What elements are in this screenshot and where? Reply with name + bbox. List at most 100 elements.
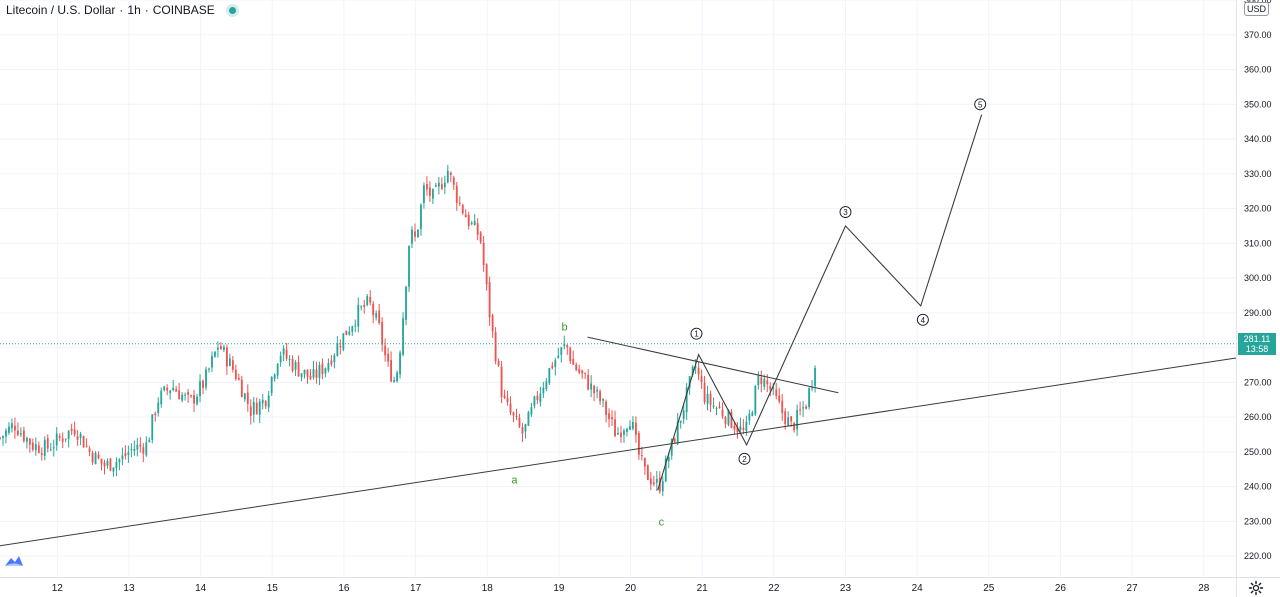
candle-body[interactable] bbox=[605, 401, 607, 415]
candle-body[interactable] bbox=[312, 369, 315, 378]
candle-body[interactable] bbox=[0, 437, 1, 439]
candle-body[interactable] bbox=[79, 433, 82, 438]
candle-body[interactable] bbox=[667, 457, 670, 462]
candle-body[interactable] bbox=[154, 413, 157, 416]
candle-body[interactable] bbox=[217, 347, 219, 350]
candle-body[interactable] bbox=[175, 389, 178, 392]
candle-body[interactable] bbox=[354, 325, 357, 327]
candle-body[interactable] bbox=[184, 394, 187, 396]
candle-body[interactable] bbox=[458, 202, 461, 204]
candle-body[interactable] bbox=[533, 396, 536, 406]
candle-body[interactable] bbox=[187, 392, 190, 395]
tradingview-logo-icon[interactable] bbox=[4, 553, 24, 567]
candle-body[interactable] bbox=[411, 229, 413, 244]
candle-body[interactable] bbox=[599, 391, 602, 402]
candle-body[interactable] bbox=[252, 401, 255, 415]
candle-body[interactable] bbox=[58, 436, 61, 438]
candle-body[interactable] bbox=[560, 347, 563, 355]
candle-body[interactable] bbox=[811, 387, 813, 389]
candle-body[interactable] bbox=[73, 429, 76, 435]
candle-body[interactable] bbox=[127, 452, 130, 456]
candle-body[interactable] bbox=[300, 373, 303, 378]
candle-body[interactable] bbox=[276, 363, 279, 376]
drawing-tools[interactable]: a b c 1 2 3 4 5 bbox=[0, 98, 1237, 547]
candle-body[interactable] bbox=[452, 177, 455, 185]
candle-body[interactable] bbox=[393, 379, 396, 382]
candle-body[interactable] bbox=[399, 352, 401, 375]
candle-body[interactable] bbox=[178, 390, 181, 400]
candle-body[interactable] bbox=[237, 377, 240, 380]
candle-body[interactable] bbox=[318, 364, 321, 379]
candle-body[interactable] bbox=[360, 306, 363, 308]
candle-body[interactable] bbox=[539, 393, 542, 403]
candle-body[interactable] bbox=[509, 403, 512, 413]
candle-body[interactable] bbox=[730, 411, 733, 428]
candle-body[interactable] bbox=[366, 296, 369, 305]
candle-body[interactable] bbox=[566, 345, 569, 348]
candle-body[interactable] bbox=[455, 185, 458, 203]
candle-body[interactable] bbox=[279, 355, 282, 363]
candle-body[interactable] bbox=[196, 396, 198, 405]
candle-body[interactable] bbox=[19, 433, 22, 435]
candle-body[interactable] bbox=[518, 417, 521, 427]
candle-body[interactable] bbox=[14, 425, 16, 431]
candle-body[interactable] bbox=[596, 389, 599, 392]
candle-body[interactable] bbox=[814, 368, 816, 386]
candle-body[interactable] bbox=[2, 436, 4, 439]
candle-body[interactable] bbox=[273, 374, 276, 379]
candle-body[interactable] bbox=[25, 437, 28, 442]
candle-body[interactable] bbox=[157, 402, 160, 414]
candle-body[interactable] bbox=[629, 426, 631, 430]
candle-body[interactable] bbox=[760, 377, 763, 385]
candle-body[interactable] bbox=[91, 452, 94, 463]
candle-body[interactable] bbox=[291, 358, 294, 371]
candle-body[interactable] bbox=[94, 452, 97, 465]
gear-icon[interactable] bbox=[1248, 580, 1264, 596]
candle-body[interactable] bbox=[649, 478, 652, 485]
candle-body[interactable] bbox=[587, 374, 590, 390]
candle-body[interactable] bbox=[655, 478, 658, 483]
candle-body[interactable] bbox=[697, 368, 700, 375]
candle-body[interactable] bbox=[527, 411, 530, 426]
candle-body[interactable] bbox=[228, 358, 231, 366]
symbol-header[interactable]: Litecoin / U.S. Dollar · 1h · COINBASE bbox=[6, 3, 236, 17]
candle-body[interactable] bbox=[485, 264, 488, 285]
candle-body[interactable] bbox=[611, 417, 613, 420]
candle-body[interactable] bbox=[267, 395, 270, 408]
interval-label[interactable]: 1h bbox=[127, 3, 141, 17]
candle-body[interactable] bbox=[536, 395, 539, 400]
candle-body[interactable] bbox=[796, 409, 799, 430]
candle-body[interactable] bbox=[661, 481, 664, 492]
candle-body[interactable] bbox=[303, 369, 306, 375]
candle-body[interactable] bbox=[772, 386, 775, 389]
candle-body[interactable] bbox=[375, 313, 378, 318]
candle-body[interactable] bbox=[327, 362, 330, 371]
candle-body[interactable] bbox=[482, 242, 485, 266]
candle-body[interactable] bbox=[620, 432, 622, 438]
candle-body[interactable] bbox=[402, 318, 404, 355]
candle-body[interactable] bbox=[28, 438, 31, 445]
candle-body[interactable] bbox=[181, 395, 184, 401]
candle-body[interactable] bbox=[763, 378, 766, 387]
candle-body[interactable] bbox=[336, 343, 339, 356]
candle-body[interactable] bbox=[133, 448, 136, 451]
candle-body[interactable] bbox=[390, 360, 393, 382]
candlestick-series[interactable] bbox=[0, 164, 816, 497]
candle-body[interactable] bbox=[11, 423, 13, 429]
candle-body[interactable] bbox=[163, 386, 166, 391]
candle-body[interactable] bbox=[297, 362, 300, 377]
candle-body[interactable] bbox=[461, 204, 464, 214]
candle-body[interactable] bbox=[258, 401, 261, 415]
candle-body[interactable] bbox=[285, 349, 288, 359]
candle-body[interactable] bbox=[623, 430, 625, 435]
candle-body[interactable] bbox=[169, 390, 172, 394]
candle-body[interactable] bbox=[306, 369, 309, 377]
candle-body[interactable] bbox=[497, 360, 500, 366]
candle-body[interactable] bbox=[745, 421, 748, 432]
candle-body[interactable] bbox=[52, 447, 55, 449]
candle-body[interactable] bbox=[294, 361, 297, 370]
currency-badge[interactable]: USD bbox=[1244, 2, 1270, 16]
resistance-line[interactable] bbox=[587, 336, 839, 394]
candle-body[interactable] bbox=[727, 410, 730, 425]
